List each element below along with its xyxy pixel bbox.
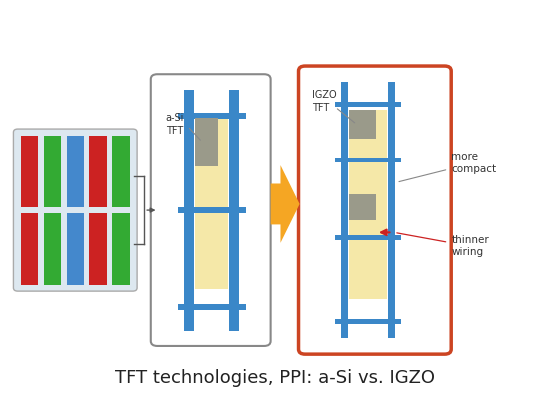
- Text: more
compact: more compact: [399, 152, 496, 182]
- Bar: [349, 110, 387, 299]
- Text: a-Si
TFT: a-Si TFT: [166, 113, 184, 136]
- Bar: [388, 82, 395, 338]
- Bar: [20, 213, 38, 285]
- Bar: [43, 213, 61, 285]
- Bar: [43, 136, 61, 207]
- Bar: [395, 319, 400, 324]
- Bar: [195, 118, 218, 166]
- Bar: [395, 102, 400, 107]
- Bar: [340, 82, 348, 338]
- Bar: [335, 236, 340, 240]
- Bar: [349, 110, 376, 139]
- Bar: [184, 113, 239, 119]
- Bar: [184, 90, 194, 330]
- Text: TFT technologies, PPI: a-Si vs. IGZO: TFT technologies, PPI: a-Si vs. IGZO: [115, 369, 435, 387]
- Bar: [335, 157, 340, 162]
- Bar: [112, 213, 130, 285]
- Bar: [20, 136, 38, 207]
- Bar: [335, 319, 340, 324]
- Bar: [395, 157, 400, 162]
- Bar: [178, 304, 184, 310]
- Text: IGZO
TFT: IGZO TFT: [312, 91, 336, 113]
- Bar: [90, 213, 107, 285]
- Polygon shape: [271, 165, 300, 243]
- Bar: [239, 207, 246, 213]
- FancyBboxPatch shape: [299, 66, 451, 354]
- Bar: [184, 304, 239, 310]
- Bar: [340, 102, 395, 107]
- Bar: [178, 207, 184, 213]
- Bar: [349, 194, 376, 220]
- FancyBboxPatch shape: [13, 129, 137, 291]
- Bar: [195, 118, 228, 289]
- FancyBboxPatch shape: [151, 74, 271, 346]
- Bar: [340, 319, 395, 324]
- Bar: [239, 304, 246, 310]
- Bar: [178, 113, 184, 119]
- Bar: [90, 136, 107, 207]
- Bar: [335, 102, 340, 107]
- Bar: [340, 236, 395, 240]
- Bar: [112, 136, 130, 207]
- Text: thinner
wiring: thinner wiring: [397, 233, 489, 257]
- Bar: [67, 136, 84, 207]
- Bar: [239, 113, 246, 119]
- Bar: [229, 90, 239, 330]
- Bar: [340, 157, 395, 162]
- Bar: [67, 213, 84, 285]
- Bar: [395, 236, 400, 240]
- Bar: [184, 207, 239, 213]
